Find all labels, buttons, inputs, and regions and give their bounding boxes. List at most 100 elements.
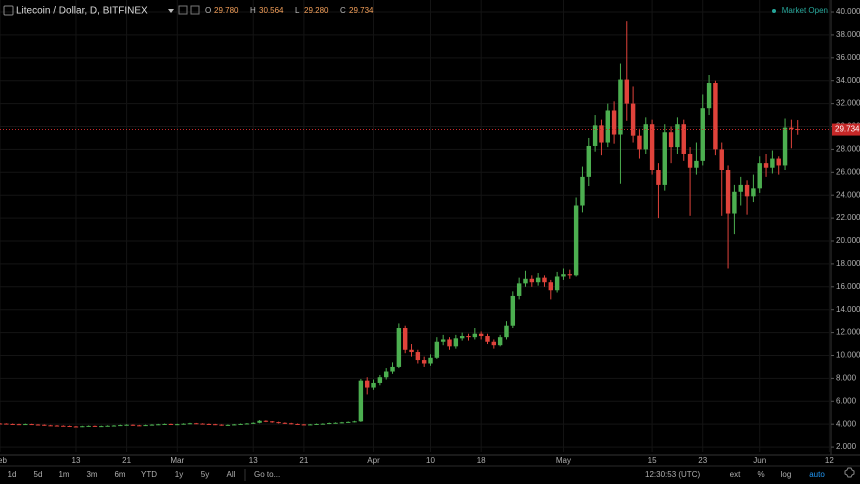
candle-body <box>795 129 800 131</box>
goto-button[interactable]: Go to... <box>254 470 280 479</box>
candle-body <box>516 283 522 296</box>
x-tick-label: 18 <box>477 456 486 465</box>
y-tick-label: 2.000 <box>836 442 857 451</box>
candle-body <box>308 424 313 426</box>
candle-body <box>782 127 788 166</box>
ohlc-key: O <box>205 6 211 15</box>
candle-body <box>586 145 592 177</box>
y-tick-label: 16.000 <box>836 282 860 291</box>
candle-body <box>637 135 642 150</box>
candle-body <box>611 110 617 135</box>
candle-body <box>314 423 319 425</box>
clock: 12:30:53 (UTC) <box>645 470 700 479</box>
y-tick-label: 36.000 <box>836 53 860 62</box>
candle-body <box>16 424 22 426</box>
y-tick-label: 6.000 <box>836 396 857 405</box>
candle-body <box>567 274 573 276</box>
candle-body <box>713 83 718 150</box>
scale-option[interactable]: auto <box>809 470 825 479</box>
candle-body <box>472 333 478 338</box>
candle-body <box>770 158 775 168</box>
candle-body <box>156 424 161 426</box>
scale-option[interactable]: log <box>781 470 792 479</box>
candle-body <box>605 110 610 143</box>
candle-body <box>143 425 148 427</box>
candle-body <box>377 377 383 383</box>
candle-body <box>428 357 433 364</box>
settings-icon[interactable] <box>190 5 200 15</box>
candle-body <box>744 184 750 197</box>
range-button[interactable]: 1d <box>8 470 17 479</box>
candle-body <box>345 421 351 423</box>
candle-body <box>675 124 680 148</box>
candle-body <box>687 153 693 168</box>
y-tick-label: 8.000 <box>836 373 857 382</box>
candle-body <box>542 277 547 283</box>
x-tick-label: May <box>556 456 571 465</box>
candle-body <box>390 366 395 372</box>
candle-body <box>751 188 756 197</box>
candle-body <box>789 127 794 130</box>
scale-option[interactable]: ext <box>730 470 741 479</box>
candle-body <box>86 425 91 427</box>
candle-body <box>333 422 338 424</box>
candle-body <box>364 380 370 388</box>
settings-gear[interactable] <box>844 467 855 478</box>
hide-icon[interactable] <box>178 5 188 15</box>
candle-body <box>535 277 541 283</box>
candle-body <box>54 425 60 427</box>
x-tick-label: Feb <box>0 456 7 465</box>
symbol-icon[interactable] <box>3 5 14 16</box>
candle-body <box>732 191 737 214</box>
range-button[interactable]: YTD <box>141 470 157 479</box>
x-tick-label: Apr <box>367 456 380 465</box>
candle-body <box>29 424 34 426</box>
candle-body <box>421 360 427 364</box>
candle-body <box>409 349 414 353</box>
range-button[interactable]: 5d <box>34 470 43 479</box>
candle-body <box>61 425 66 427</box>
candle-body <box>624 79 629 104</box>
candle-body <box>491 341 497 346</box>
candle-body <box>270 421 275 423</box>
range-button[interactable]: 5y <box>201 470 209 479</box>
candle-body <box>42 424 47 426</box>
candle-body <box>497 337 503 346</box>
candle-body <box>162 423 167 425</box>
candle-body <box>187 423 193 425</box>
symbol-dropdown[interactable] <box>168 9 174 13</box>
scale-option[interactable]: % <box>757 470 764 479</box>
candle-body <box>320 423 326 425</box>
range-button[interactable]: 1y <box>175 470 183 479</box>
candle-body <box>580 176 585 206</box>
candle-body <box>396 328 402 367</box>
range-button[interactable]: 6m <box>114 470 125 479</box>
candle-body <box>371 382 376 388</box>
range-button[interactable]: 3m <box>86 470 97 479</box>
x-tick-label: Jun <box>753 456 766 465</box>
candle-body <box>358 380 364 422</box>
candle-body <box>92 425 98 427</box>
grid <box>0 0 830 452</box>
candle-body <box>415 352 421 361</box>
candle-body <box>668 132 674 148</box>
candle-body <box>402 328 408 350</box>
candle-body <box>459 336 465 339</box>
candle-body <box>725 170 731 214</box>
x-tick-label: 23 <box>698 456 707 465</box>
candle-body <box>213 424 218 426</box>
candle-body <box>447 339 452 347</box>
candle-body <box>510 295 516 326</box>
symbol-title[interactable]: Litecoin / Dollar, D, BITFINEX <box>16 6 148 17</box>
ohlc-key: H <box>250 6 256 15</box>
candle-body <box>681 124 686 154</box>
last-price-label: 29.734 <box>835 125 860 134</box>
candle-body <box>548 282 554 291</box>
candle-body <box>529 278 535 283</box>
candle-body <box>630 103 636 136</box>
candle-body <box>561 274 566 277</box>
range-button[interactable]: 1m <box>58 470 69 479</box>
last-price-box <box>832 123 860 136</box>
range-button[interactable]: All <box>227 470 236 479</box>
